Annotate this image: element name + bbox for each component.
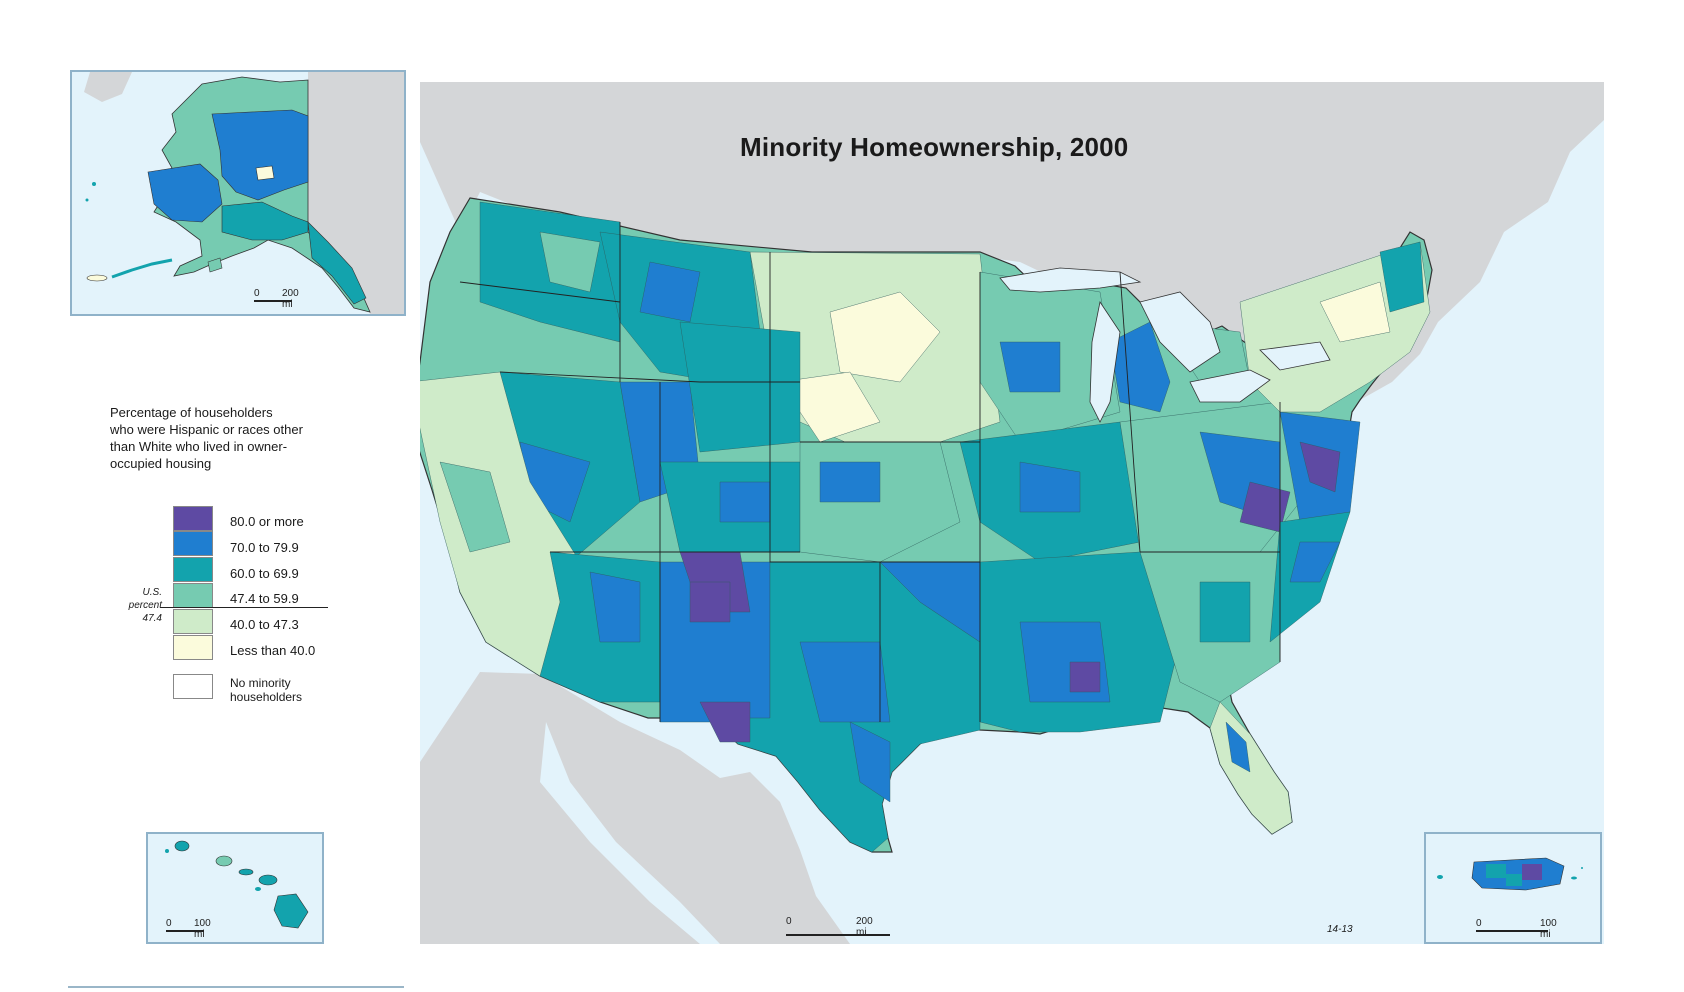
hawaii-scale-label: 100 mi [194,918,211,940]
legend-label-under-40: Less than 40.0 [230,643,316,658]
us-percent-marker: U.S. percent 47.4 [112,586,162,625]
legend-swatch-60-69 [173,557,213,582]
legend-title-line: who were Hispanic or races other [110,422,303,437]
us-percent-line: 47.4 [142,613,162,624]
main-scale-label: 200 mi [856,916,873,938]
bottom-rule [68,986,404,988]
hawaii-scale-zero: 0 [166,918,172,929]
us-percent-line: percent [128,600,162,611]
legend-label-80-plus: 80.0 or more [230,514,304,529]
alaska-scale-zero: 0 [254,288,260,299]
state-borders [459,222,1281,722]
main-scale-zero: 0 [786,916,792,927]
hawaii-map [148,834,322,942]
legend-title-line: Percentage of householders [110,405,273,420]
great-lakes [999,267,1331,423]
puerto-rico-scale-zero: 0 [1476,918,1482,929]
puerto-rico-scale-label: 100 mi [1540,918,1557,940]
legend-label-47-59: 47.4 to 59.9 [230,591,299,606]
legend-label-no-minority: No minority householders [230,676,302,704]
legend-swatch-80-plus [173,506,213,531]
mexico-land [420,672,850,944]
legend-swatch-47-59 [173,583,213,608]
legend-title-line: occupied housing [110,456,212,471]
county-choropleth [420,201,1431,853]
main-map-frame: Minority Homeownership, 2000 0 200 mi [420,82,1604,944]
alaska-map [72,72,404,314]
legend-title: Percentage of householders who were Hisp… [110,404,350,472]
legend-swatch-40-47 [173,609,213,634]
puerto-rico-map [1426,834,1600,942]
contiguous-us-map [420,82,1604,944]
figure-code: 14-13 [1327,924,1353,935]
legend-label-70-79: 70.0 to 79.9 [230,540,299,555]
hawaii-inset: 0 100 mi [146,832,324,944]
legend-swatch-70-79 [173,531,213,556]
legend-swatch-under-40 [173,635,213,660]
legend-title-line: than White who lived in owner- [110,439,288,454]
legend-label-no-minority-line: householders [230,690,303,704]
puerto-rico-inset: 0 100 mi [1424,832,1602,944]
alaska-inset: 0 200 mi [70,70,406,316]
map-title: Minority Homeownership, 2000 [740,132,1129,162]
alaska-scale-label: 200 mi [282,288,299,310]
legend-label-60-69: 60.0 to 69.9 [230,566,299,581]
legend-label-no-minority-line: No minority [230,676,291,690]
legend-label-40-47: 40.0 to 47.3 [230,617,299,632]
us-percent-line: U.S. [142,587,162,598]
us-percent-rule [160,607,328,608]
legend-swatch-no-minority [173,674,213,699]
